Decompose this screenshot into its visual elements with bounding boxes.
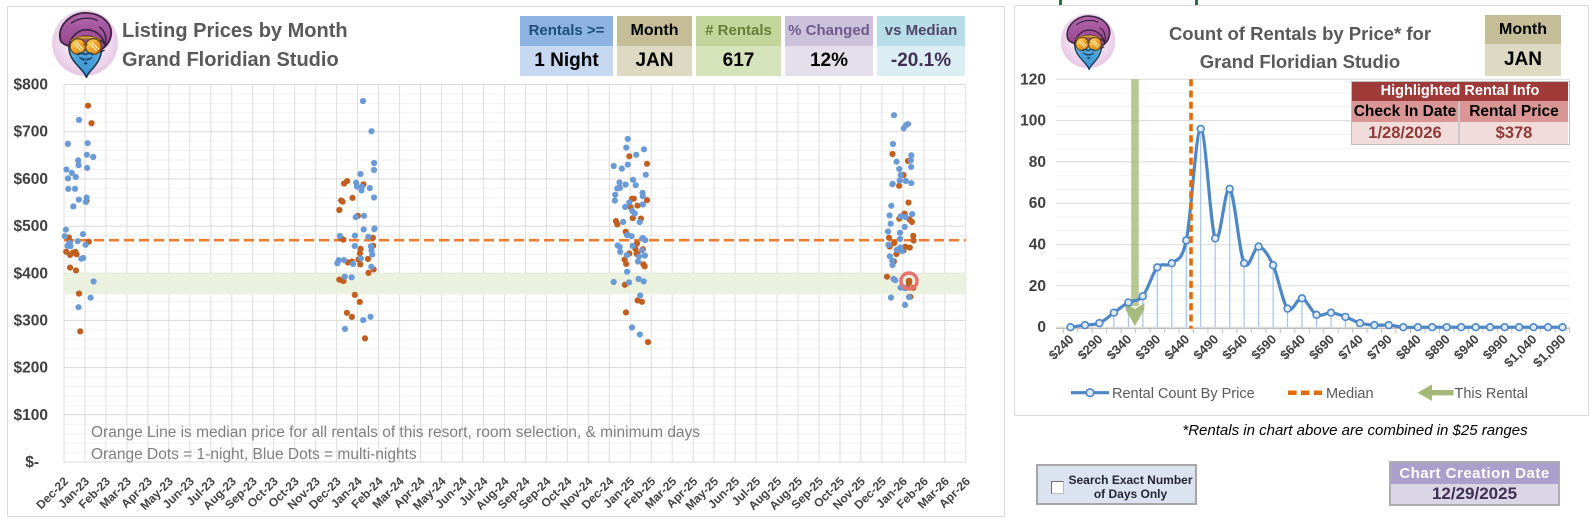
svg-text:Orange Line is median price fo: Orange Line is median price for all rent… <box>91 424 700 441</box>
svg-text:$290: $290 <box>1074 332 1105 363</box>
svg-text:$440: $440 <box>1161 332 1192 363</box>
svg-text:Rental Count By Price: Rental Count By Price <box>1112 386 1255 402</box>
svg-text:$200: $200 <box>14 360 48 377</box>
svg-text:0: 0 <box>1037 319 1046 336</box>
svg-text:80: 80 <box>1029 154 1046 171</box>
svg-text:60: 60 <box>1029 195 1046 212</box>
svg-text:$100: $100 <box>14 407 48 424</box>
svg-text:100: 100 <box>1020 113 1046 130</box>
svg-text:$540: $540 <box>1219 332 1250 363</box>
svg-text:$1,090: $1,090 <box>1530 332 1569 371</box>
svg-text:$800: $800 <box>14 77 48 94</box>
svg-text:$340: $340 <box>1103 332 1134 363</box>
svg-text:This Rental: This Rental <box>1455 386 1528 402</box>
svg-text:$840: $840 <box>1393 332 1424 363</box>
svg-text:$400: $400 <box>14 265 48 282</box>
svg-text:20: 20 <box>1029 278 1046 295</box>
svg-text:$300: $300 <box>14 312 48 329</box>
svg-text:40: 40 <box>1029 237 1046 254</box>
svg-text:$600: $600 <box>14 171 48 188</box>
svg-text:$240: $240 <box>1046 332 1077 363</box>
svg-text:$500: $500 <box>14 218 48 235</box>
svg-text:$790: $790 <box>1364 332 1395 363</box>
svg-text:$940: $940 <box>1451 332 1482 363</box>
svg-text:$740: $740 <box>1335 332 1366 363</box>
svg-text:$890: $890 <box>1422 332 1453 363</box>
svg-text:120: 120 <box>1020 71 1046 88</box>
svg-text:$590: $590 <box>1248 332 1279 363</box>
svg-text:$700: $700 <box>14 124 48 141</box>
svg-text:$390: $390 <box>1132 332 1163 363</box>
svg-text:$-: $- <box>25 454 39 471</box>
svg-text:$640: $640 <box>1277 332 1308 363</box>
svg-text:$490: $490 <box>1190 332 1221 363</box>
svg-text:Orange Dots = 1-night, Blue Do: Orange Dots = 1-night, Blue Dots = multi… <box>91 446 417 463</box>
svg-text:$690: $690 <box>1306 332 1337 363</box>
svg-text:Median: Median <box>1326 386 1374 402</box>
